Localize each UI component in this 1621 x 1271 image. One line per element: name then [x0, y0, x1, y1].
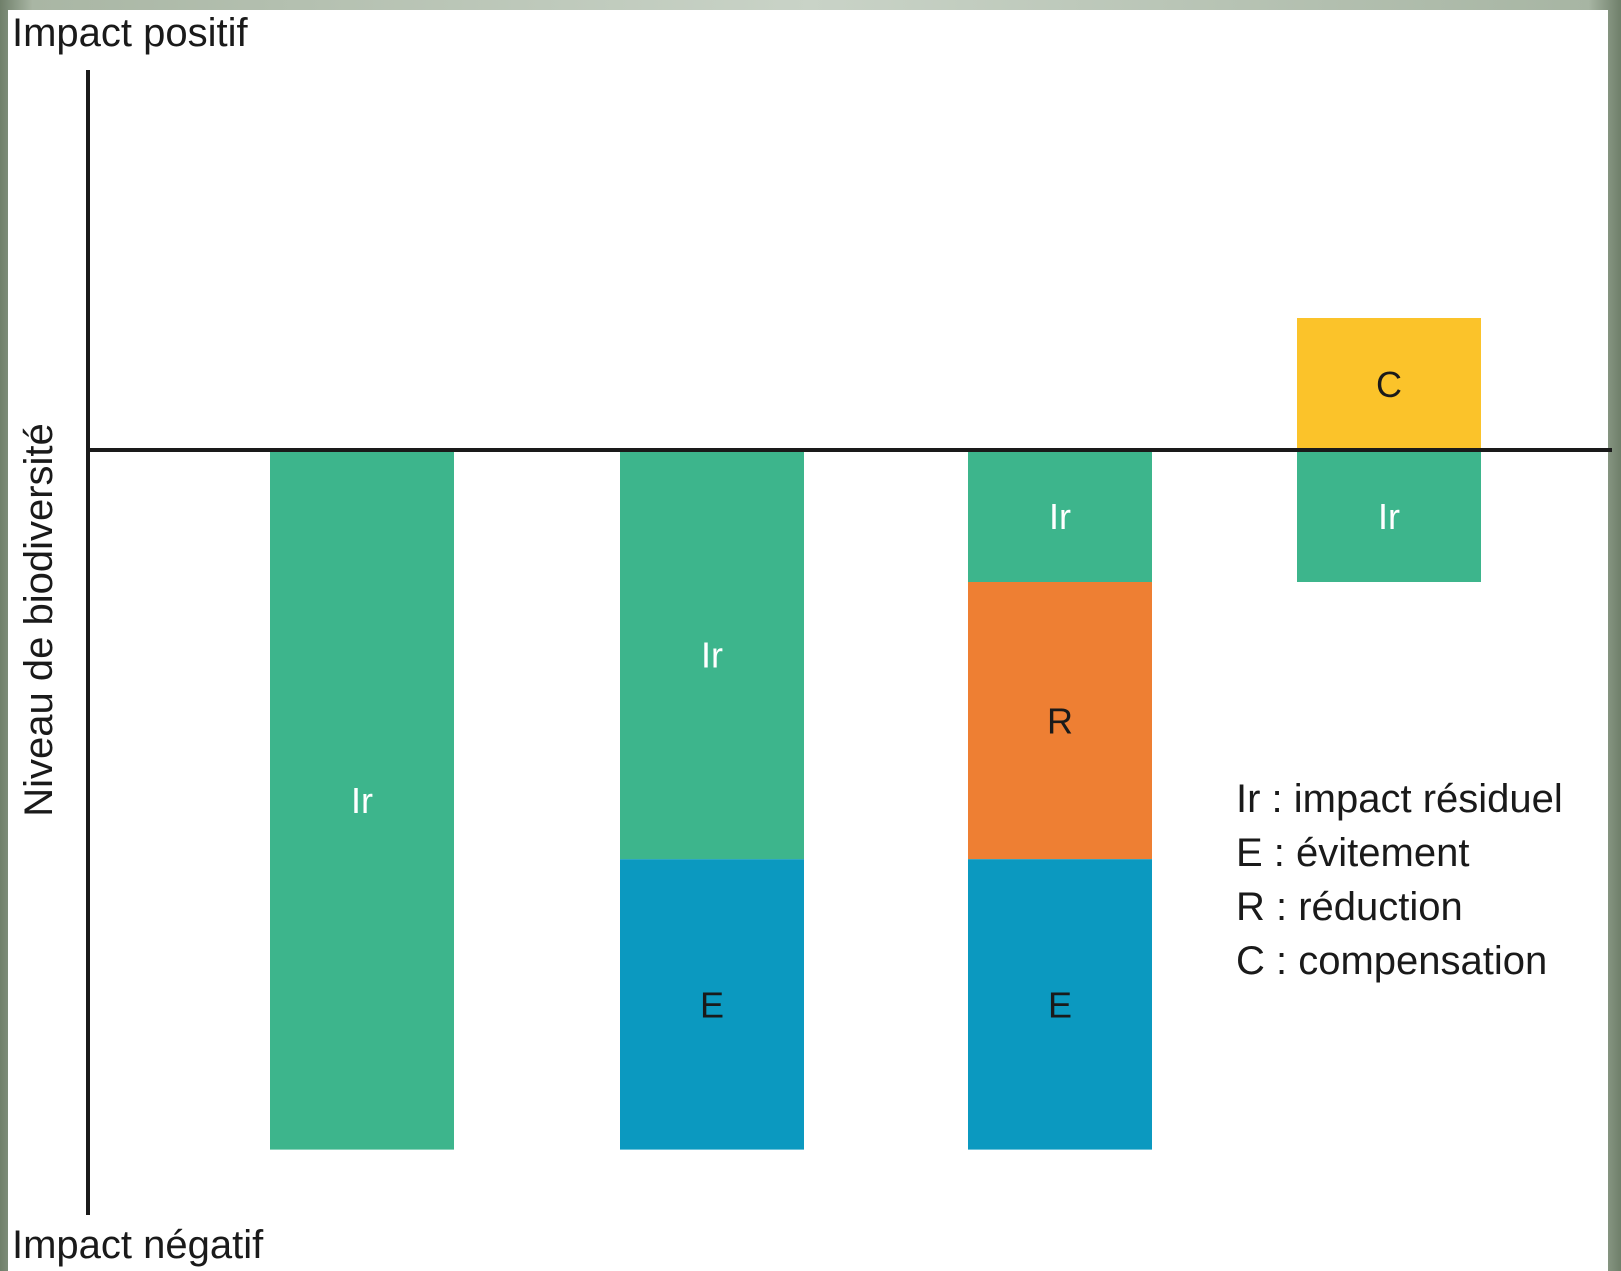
legend-entry-e: E : évitement	[1236, 831, 1469, 875]
bar-2-label-e: E	[700, 984, 724, 1025]
legend-entry-r: R : réduction	[1236, 885, 1463, 929]
legend-entry-ir: Ir : impact résiduel	[1236, 777, 1563, 821]
bar-3-segment-ir	[968, 450, 1152, 582]
bar-3-label-r: R	[1047, 701, 1073, 742]
y-axis-label: Niveau de biodiversité	[17, 423, 61, 817]
bar-1: Ir	[270, 450, 454, 1150]
bars-layer: Ir Ir E Ir R E C Ir	[270, 318, 1481, 1150]
bar-4-segment-c	[1297, 318, 1481, 450]
bar-1-segment-ir	[270, 450, 454, 1150]
bar-4-segment-ir	[1297, 450, 1481, 582]
bar-1-label-ir: Ir	[351, 780, 373, 821]
bar-4-label-c: C	[1376, 364, 1402, 405]
bar-2-label-ir: Ir	[701, 635, 723, 676]
bar-3: Ir R E	[968, 450, 1152, 1150]
bar-3-label-e: E	[1048, 984, 1072, 1025]
bar-2: Ir E	[620, 450, 804, 1150]
impact-negatif-label: Impact négatif	[12, 1223, 264, 1267]
bar-4-label-ir: Ir	[1378, 496, 1400, 537]
bar-2-segment-e	[620, 859, 804, 1150]
legend: Ir : impact résiduel E : évitement R : r…	[1236, 777, 1563, 983]
bar-3-label-ir: Ir	[1049, 496, 1071, 537]
legend-entry-c: C : compensation	[1236, 939, 1547, 983]
bar-3-segment-e	[968, 859, 1152, 1150]
impact-positif-label: Impact positif	[12, 11, 249, 55]
bar-3-segment-r	[968, 582, 1152, 860]
bar-4: C Ir	[1297, 318, 1481, 582]
bar-2-segment-ir	[620, 450, 804, 860]
